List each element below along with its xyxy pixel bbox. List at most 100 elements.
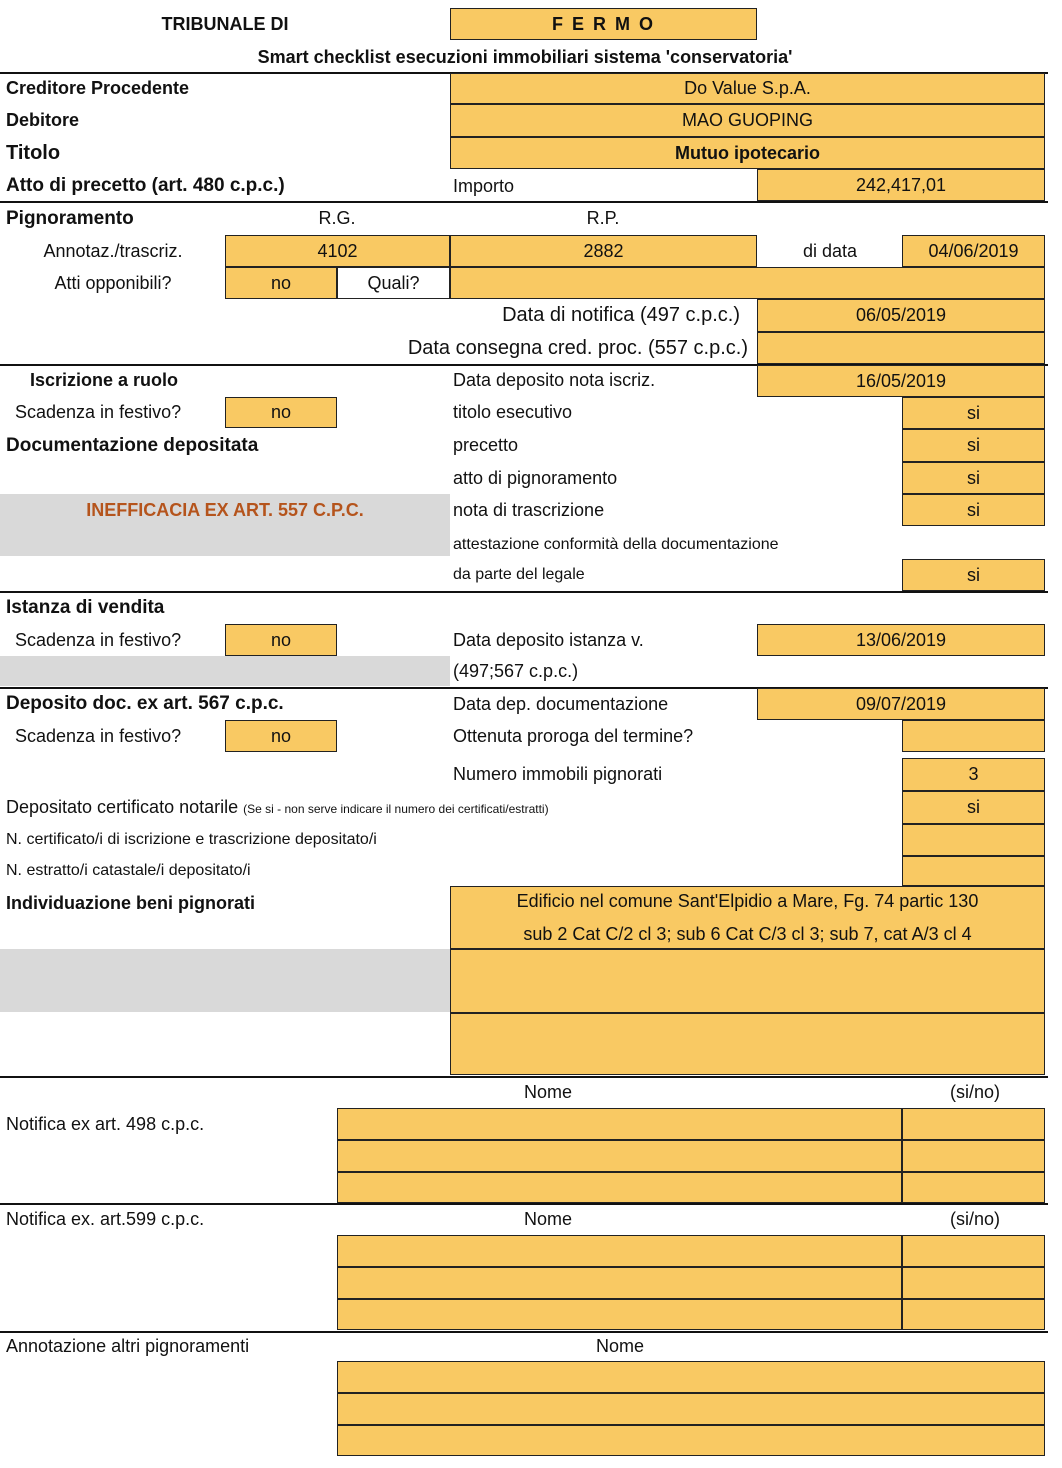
- atti-label: Atti opponibili?: [54, 273, 172, 293]
- notifica-field[interactable]: 06/05/2019: [757, 299, 1045, 332]
- tribunale-field[interactable]: F E R M O: [450, 8, 757, 40]
- doc-label: nota di trascrizione: [453, 500, 605, 520]
- titolo-label: Titolo: [6, 142, 61, 164]
- festivo-field[interactable]: no: [225, 397, 337, 428]
- festivo-label: Scadenza in festivo?: [15, 402, 182, 422]
- divider: [0, 1331, 1048, 1333]
- doc-field[interactable]: si: [902, 397, 1045, 429]
- festivo-field[interactable]: no: [225, 720, 337, 752]
- immobili-field[interactable]: 3: [902, 758, 1045, 791]
- deposito-istanza-note: (497;567 c.p.c.): [453, 661, 579, 681]
- beni-label: Individuazione beni pignorati: [6, 893, 256, 913]
- subtitle: Smart checklist esecuzioni immobiliari s…: [257, 47, 793, 67]
- nome-header: Nome: [523, 1209, 573, 1229]
- beni-field-3[interactable]: [450, 1013, 1045, 1075]
- quali-label: Quali?: [337, 267, 450, 299]
- deposito-doc-label: Deposito doc. ex art. 567 c.p.c.: [6, 693, 284, 714]
- nestratti-label: N. estratto/i catastale/i depositato/i: [6, 862, 251, 879]
- deposito-nota-label: Data deposito nota iscriz.: [453, 370, 656, 390]
- nome-header: Nome: [523, 1082, 573, 1102]
- sino-header: (si/no): [949, 1082, 1001, 1102]
- tribunale-label: TRIBUNALE DI: [161, 14, 289, 34]
- immobili-label: Numero immobili pignorati: [453, 764, 663, 784]
- nome-header: Nome: [595, 1336, 645, 1356]
- rg-field[interactable]: 4102: [225, 235, 450, 267]
- annot-label: Annotaz./trascriz.: [43, 241, 183, 261]
- proroga-label: Ottenuta proroga del termine?: [453, 726, 694, 746]
- divider: [0, 591, 1048, 593]
- consegna-field[interactable]: [757, 332, 1045, 364]
- sino-field[interactable]: [902, 1172, 1045, 1203]
- notarile-label-text: Depositato certificato notarile: [6, 797, 239, 817]
- nome-field[interactable]: [337, 1140, 902, 1172]
- titolo-field[interactable]: Mutuo ipotecario: [450, 137, 1045, 169]
- creditore-label: Creditore Procedente: [6, 78, 190, 98]
- notarile-note: (Se si - non serve indicare il numero de…: [243, 802, 549, 816]
- divider: [0, 1203, 1048, 1205]
- notarile-label: Depositato certificato notarile (Se si -…: [6, 798, 549, 816]
- data-dep-field[interactable]: 09/07/2019: [757, 688, 1045, 720]
- sino-field[interactable]: [902, 1235, 1045, 1267]
- rg-label: R.G.: [318, 208, 356, 228]
- quali-field[interactable]: [450, 267, 1045, 299]
- nome-field[interactable]: [337, 1299, 902, 1330]
- precetto-label: Atto di precetto (art. 480 c.p.c.): [6, 175, 285, 196]
- pignoramento-label: Pignoramento: [6, 208, 134, 229]
- sino-header: (si/no): [949, 1209, 1001, 1229]
- beni-line-2: sub 2 Cat C/2 cl 3; sub 6 Cat C/3 cl 3; …: [523, 923, 972, 944]
- ncert-field[interactable]: [902, 824, 1045, 856]
- festivo-label: Scadenza in festivo?: [15, 630, 182, 650]
- debitore-label: Debitore: [6, 110, 80, 130]
- divider: [0, 201, 1048, 203]
- importo-field[interactable]: 242,417,01: [757, 169, 1045, 201]
- debitore-field[interactable]: MAO GUOPING: [450, 104, 1045, 137]
- gray-block: [0, 494, 450, 556]
- di-data-field[interactable]: 04/06/2019: [902, 235, 1045, 267]
- doc-field[interactable]: si: [902, 462, 1045, 494]
- nome-field[interactable]: [337, 1108, 902, 1140]
- notarile-field[interactable]: si: [902, 791, 1045, 824]
- importo-label: Importo: [453, 176, 515, 196]
- proroga-field[interactable]: [902, 720, 1045, 752]
- attestazione-field[interactable]: si: [902, 559, 1045, 591]
- istanza-label: Istanza di vendita: [6, 597, 165, 618]
- consegna-label: Data consegna cred. proc. (557 c.p.c.): [407, 337, 748, 359]
- inefficacia-warning: INEFFICACIA EX ART. 557 C.P.C.: [86, 500, 364, 520]
- nestratti-field[interactable]: [902, 856, 1045, 886]
- rp-field[interactable]: 2882: [450, 235, 757, 267]
- altri-label: Annotazione altri pignoramenti: [6, 1336, 250, 1356]
- doc-label: atto di pignoramento: [453, 468, 618, 488]
- documentazione-label: Documentazione depositata: [6, 435, 259, 456]
- nome-field[interactable]: [337, 1235, 902, 1267]
- nome-field[interactable]: [337, 1425, 1045, 1456]
- nome-field[interactable]: [337, 1393, 1045, 1425]
- sino-field[interactable]: [902, 1108, 1045, 1140]
- divider: [0, 687, 1048, 689]
- data-dep-label: Data dep. documentazione: [453, 694, 669, 714]
- atti-field[interactable]: no: [225, 267, 337, 299]
- sino-field[interactable]: [902, 1299, 1045, 1330]
- gray-block: [0, 656, 450, 686]
- ncert-label: N. certificato/i di iscrizione e trascri…: [6, 831, 377, 848]
- doc-field[interactable]: si: [902, 494, 1045, 526]
- deposito-nota-field[interactable]: 16/05/2019: [757, 365, 1045, 397]
- gray-block: [0, 949, 450, 1012]
- sino-field[interactable]: [902, 1267, 1045, 1299]
- doc-label: precetto: [453, 435, 519, 455]
- festivo-field[interactable]: no: [225, 624, 337, 656]
- nome-field[interactable]: [337, 1267, 902, 1299]
- divider: [0, 364, 1048, 366]
- festivo-label: Scadenza in festivo?: [15, 726, 182, 746]
- divider: [0, 1076, 1048, 1078]
- beni-field-2[interactable]: [450, 949, 1045, 1013]
- beni-line-1: Edificio nel comune Sant'Elpidio a Mare,…: [516, 890, 979, 911]
- creditore-field[interactable]: Do Value S.p.A.: [450, 73, 1045, 104]
- nome-field[interactable]: [337, 1361, 1045, 1393]
- sino-field[interactable]: [902, 1140, 1045, 1172]
- notifica-label: Data di notifica (497 c.p.c.): [502, 304, 740, 326]
- doc-field[interactable]: si: [902, 429, 1045, 462]
- nome-field[interactable]: [337, 1172, 902, 1203]
- attestazione-label: attestazione conformità della documentaz…: [453, 536, 779, 553]
- deposito-istanza-field[interactable]: 13/06/2019: [757, 624, 1045, 656]
- beni-field[interactable]: Edificio nel comune Sant'Elpidio a Mare,…: [450, 886, 1045, 949]
